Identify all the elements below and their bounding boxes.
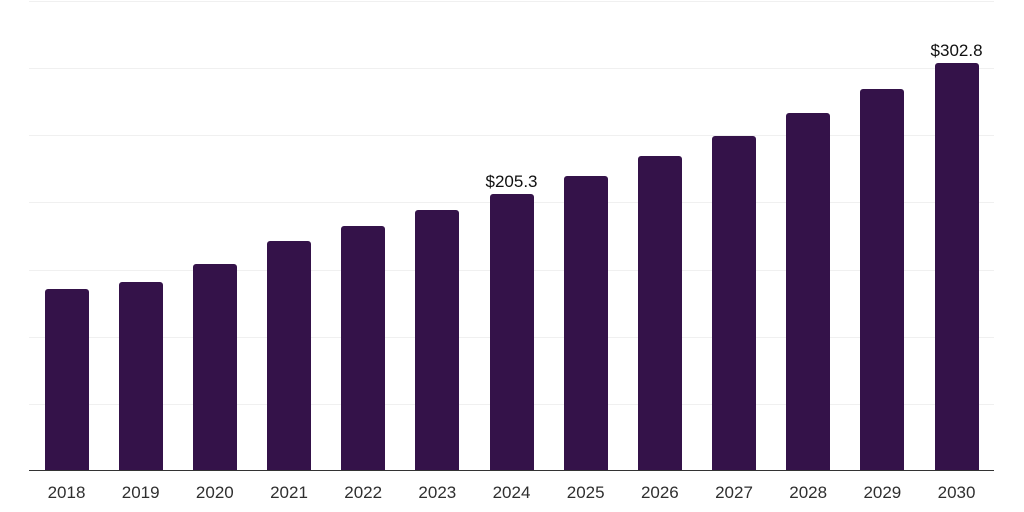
bar	[786, 113, 831, 470]
x-tick-label: 2028	[789, 483, 828, 502]
bar	[489, 194, 534, 470]
x-tick-label: 2022	[344, 483, 383, 502]
bar	[860, 88, 905, 470]
x-tick-label: 2027	[715, 483, 753, 502]
gridline	[29, 1, 994, 2]
bar	[637, 156, 682, 470]
bar	[192, 264, 237, 470]
x-tick-label: 2030	[937, 483, 976, 502]
bar	[934, 63, 979, 470]
x-tick-label: 2019	[121, 483, 160, 502]
bar	[563, 176, 608, 470]
bar	[118, 281, 163, 470]
x-tick-label: 2023	[418, 483, 457, 502]
x-tick-label: 2025	[566, 483, 605, 502]
gridline	[29, 135, 994, 137]
x-tick-label: 2021	[270, 483, 308, 502]
x-tick-label: 2026	[640, 483, 679, 502]
x-tick-label: 2024	[492, 483, 531, 502]
bar-value-label: $302.8	[930, 41, 983, 61]
bar-value-label: $205.3	[485, 172, 538, 192]
bar	[267, 241, 311, 470]
x-tick-label: 2029	[863, 483, 902, 502]
x-axis-line	[29, 469, 994, 471]
bar	[415, 209, 460, 470]
plot-area: $205.3 $302.8	[29, 1, 994, 471]
gridline	[29, 68, 994, 70]
bar	[341, 225, 386, 470]
x-tick-label: 2020	[195, 483, 234, 502]
bar	[44, 288, 89, 470]
bar	[712, 135, 757, 470]
x-tick-label: 2018	[47, 483, 86, 502]
